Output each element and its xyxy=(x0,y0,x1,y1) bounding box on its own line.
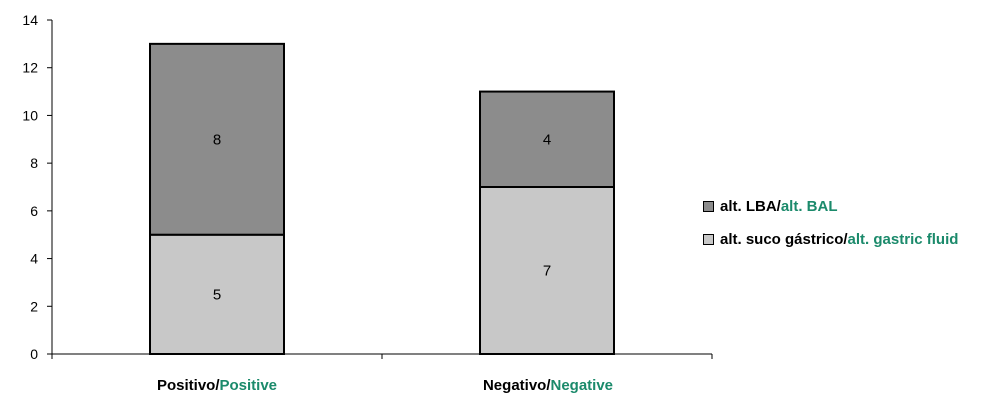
bar-segment-gastric xyxy=(479,186,615,355)
legend-label-bal-pt: alt. LBA/ xyxy=(720,197,781,215)
data-label: 7 xyxy=(543,263,551,280)
bar-segment-gastric xyxy=(149,233,285,355)
y-tick-label: 6 xyxy=(30,203,38,219)
category-label-positive: Positivo/Positive xyxy=(157,377,277,394)
y-tick-label: 8 xyxy=(30,155,38,171)
data-label: 4 xyxy=(543,131,551,148)
data-label: 5 xyxy=(213,286,221,303)
legend-swatch-gastric xyxy=(703,233,714,245)
bar-segment-bal xyxy=(149,42,285,236)
legend-item-bal: alt. LBA/alt. BAL xyxy=(703,196,958,216)
legend-label-gastric-pt: alt. suco gástrico/ xyxy=(720,230,848,248)
data-label: 8 xyxy=(213,131,221,148)
legend-label-bal-en: alt. BAL xyxy=(780,197,838,215)
y-tick-label: 12 xyxy=(22,60,38,76)
legend-swatch-bal xyxy=(703,200,714,212)
legend: alt. LBA/alt. BAL alt. suco gástrico/alt… xyxy=(703,196,958,262)
y-tick-label: 2 xyxy=(30,298,38,314)
category-label-positive-pt: Positivo/ xyxy=(156,377,220,394)
legend-item-gastric: alt. suco gástrico/alt. gastric fluid xyxy=(703,229,958,249)
category-label-negative-en: Negative xyxy=(550,377,614,394)
category-label-negative: Negativo/Negative xyxy=(483,377,613,394)
category-label-positive-en: Positive xyxy=(219,377,278,394)
bars: 5 8 7 4 xyxy=(149,42,615,355)
y-tick-label: 4 xyxy=(30,251,38,267)
category-label-negative-pt: Negativo/ xyxy=(482,377,551,394)
y-tick-label: 14 xyxy=(22,12,38,28)
y-tick-label: 10 xyxy=(22,107,38,123)
y-tick-label: 0 xyxy=(30,346,38,362)
legend-label-gastric-en: alt. gastric fluid xyxy=(847,230,959,248)
y-axis: 0 2 4 6 8 10 12 14 xyxy=(22,12,53,362)
bar-segment-bal xyxy=(479,90,615,188)
